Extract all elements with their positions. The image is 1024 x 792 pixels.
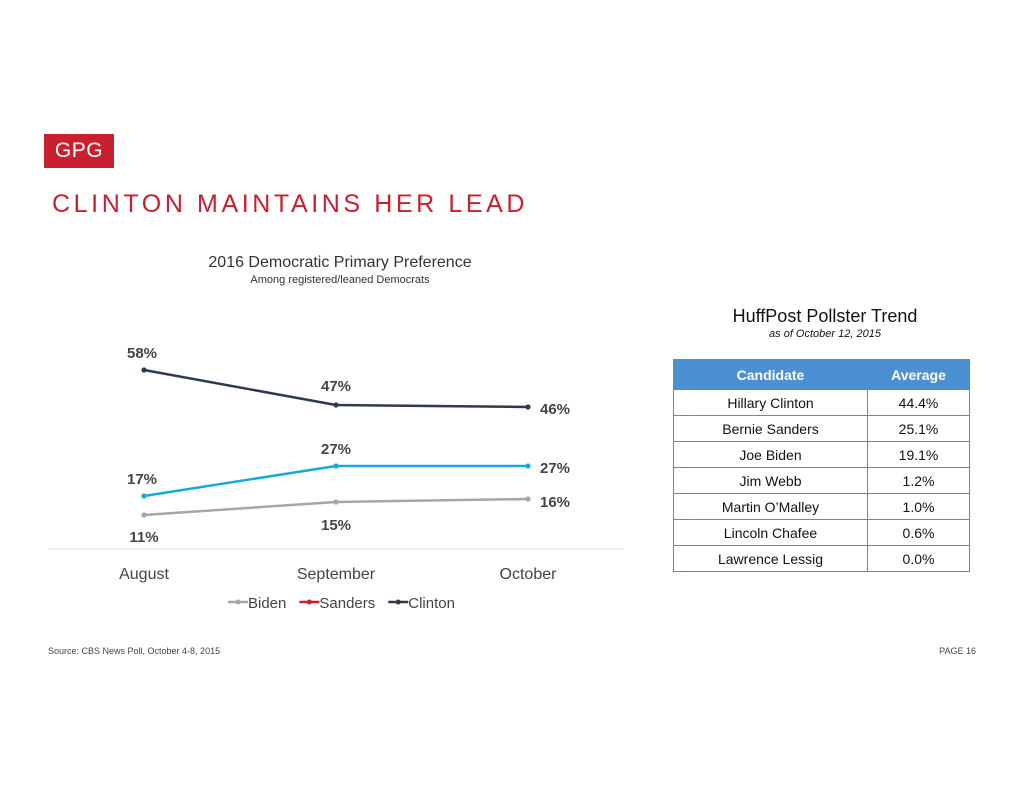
x-tick-label: August bbox=[119, 566, 169, 583]
data-point-clinton bbox=[333, 402, 339, 408]
candidate-cell: Lawrence Lessig bbox=[672, 545, 869, 572]
average-cell: 19.1% bbox=[867, 441, 970, 468]
legend-label-biden: Biden bbox=[248, 595, 286, 612]
legend-marker-clinton bbox=[395, 599, 401, 605]
table-row: Hillary Clinton 44.4% bbox=[672, 389, 970, 416]
data-point-biden bbox=[333, 499, 339, 505]
data-label: 47% bbox=[321, 378, 351, 395]
table-subtitle: as of October 12, 2015 bbox=[769, 328, 881, 340]
candidate-cell: Martin O’Malley bbox=[672, 493, 869, 520]
legend-label-clinton: Clinton bbox=[408, 595, 455, 612]
table-row: Joe Biden 19.1% bbox=[672, 441, 970, 468]
data-label: 15% bbox=[321, 517, 351, 534]
data-point-sanders bbox=[333, 463, 339, 469]
candidate-cell: Joe Biden bbox=[672, 441, 869, 468]
table-row: Lawrence Lessig 0.0% bbox=[672, 545, 970, 572]
chart-title: 2016 Democratic Primary Preference bbox=[208, 254, 472, 271]
plot-area: August September October 11% 15% 16% 17% 27% 27%… bbox=[48, 345, 624, 612]
legend-marker-biden bbox=[235, 599, 241, 605]
table-row: Lincoln Chafee 0.6% bbox=[672, 519, 970, 546]
data-label: 16% bbox=[540, 494, 570, 511]
series-line-sanders bbox=[143, 464, 528, 498]
average-cell: 1.2% bbox=[867, 467, 970, 494]
legend-marker-sanders bbox=[306, 599, 312, 605]
average-cell: 25.1% bbox=[867, 415, 970, 442]
data-point-sanders bbox=[525, 463, 531, 469]
table-row: Jim Webb 1.2% bbox=[672, 467, 970, 494]
pollster-table: Candidate Average Hillary Clinton 44.4% B… bbox=[672, 359, 970, 572]
average-cell: 0.6% bbox=[867, 519, 970, 546]
average-cell: 1.0% bbox=[867, 493, 970, 520]
candidate-cell: Hillary Clinton bbox=[672, 389, 869, 416]
data-label: 58% bbox=[127, 345, 157, 362]
data-point-clinton bbox=[525, 404, 531, 410]
x-tick-label: September bbox=[297, 566, 376, 583]
data-label: 17% bbox=[127, 471, 157, 488]
header-average: Average bbox=[867, 359, 970, 390]
slide-headline: CLINTON MAINTAINS HER LEAD bbox=[52, 190, 529, 218]
x-tick-label: October bbox=[500, 566, 558, 583]
average-cell: 0.0% bbox=[867, 545, 970, 572]
line-chart: August September October 11% 15% 16% 17% 27% 27%… bbox=[48, 345, 624, 612]
data-point-biden bbox=[141, 512, 147, 518]
source-note: Source: CBS News Poll, October 4-8, 2015 bbox=[48, 646, 221, 656]
average-cell: 44.4% bbox=[867, 389, 970, 416]
data-label: 11% bbox=[129, 529, 158, 546]
legend-label-sanders: Sanders bbox=[319, 595, 375, 612]
table-title: HuffPost Pollster Trend bbox=[732, 306, 918, 326]
gpg-logo: GPG bbox=[44, 134, 114, 168]
data-point-sanders bbox=[141, 493, 147, 499]
header-candidate: Candidate bbox=[672, 359, 869, 390]
candidate-cell: Bernie Sanders bbox=[672, 415, 869, 442]
page-number: PAGE 16 bbox=[939, 646, 976, 656]
table-header-row: Candidate Average bbox=[672, 359, 970, 390]
data-label: 27% bbox=[321, 441, 351, 458]
data-point-clinton bbox=[141, 367, 147, 373]
data-label: 27% bbox=[540, 460, 570, 477]
data-label: 46% bbox=[540, 401, 570, 418]
table-row: Martin O’Malley 1.0% bbox=[672, 493, 970, 520]
candidate-cell: Jim Webb bbox=[672, 467, 869, 494]
table-row: Bernie Sanders 25.1% bbox=[672, 415, 970, 442]
candidate-cell: Lincoln Chafee bbox=[672, 519, 869, 546]
data-point-biden bbox=[525, 496, 531, 502]
chart-subtitle: Among registered/leaned Democrats bbox=[250, 274, 430, 286]
